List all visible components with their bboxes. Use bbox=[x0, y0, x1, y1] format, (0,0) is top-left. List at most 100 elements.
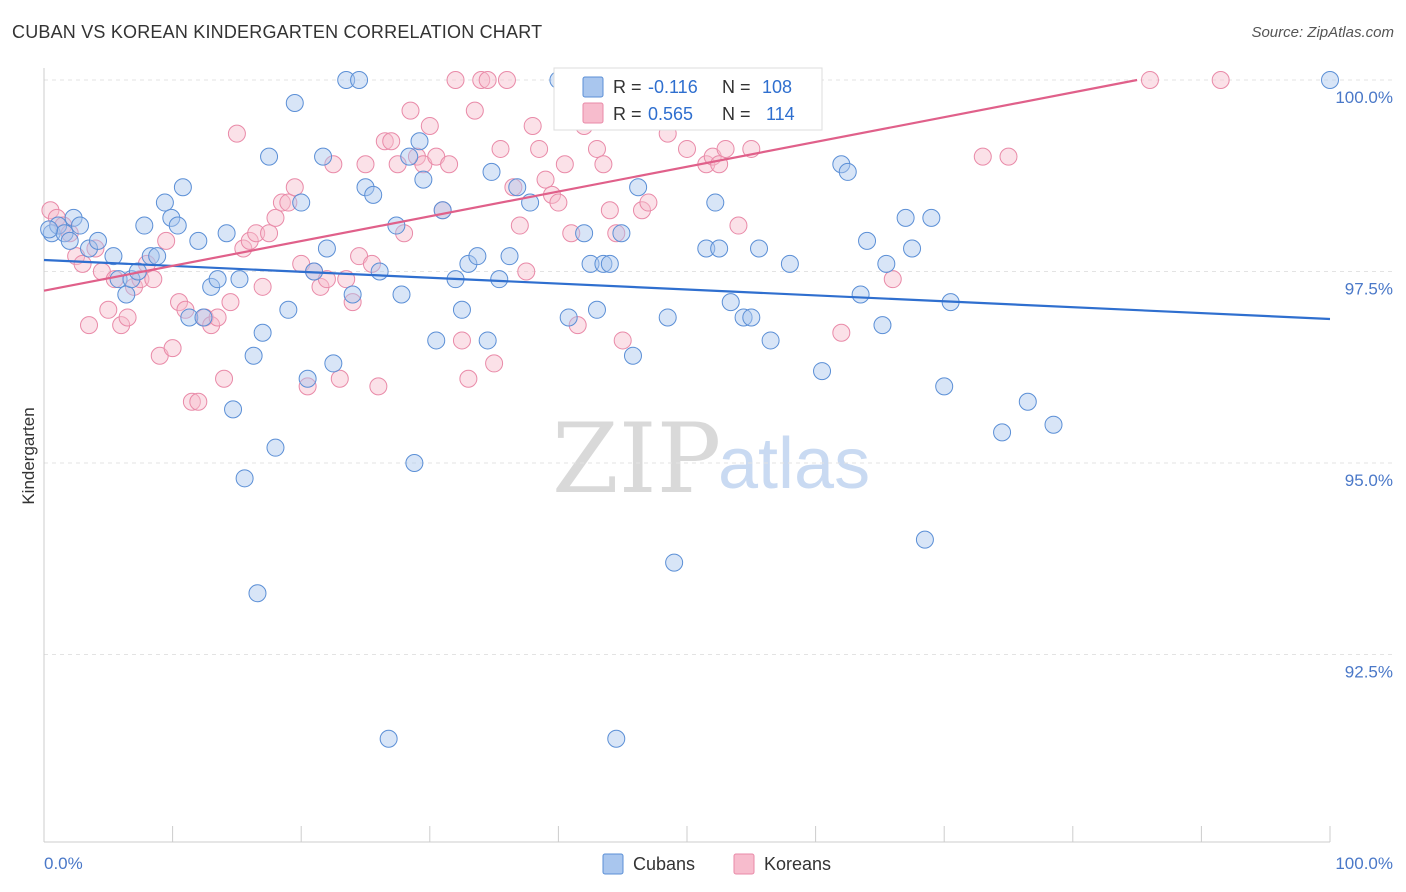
korean-point bbox=[311, 277, 330, 296]
korean-point bbox=[587, 139, 606, 158]
cuban-point bbox=[1018, 392, 1037, 411]
korean-point bbox=[472, 71, 491, 89]
cuban-point bbox=[350, 71, 369, 89]
cuban-point bbox=[575, 224, 594, 243]
cuban-point bbox=[64, 208, 83, 227]
cuban-point bbox=[253, 323, 272, 342]
korean-point bbox=[562, 224, 581, 243]
cuban-point bbox=[285, 93, 304, 112]
cuban-point bbox=[600, 254, 619, 273]
series-legend: Cubans Koreans bbox=[602, 853, 831, 875]
cuban-point bbox=[162, 208, 181, 227]
cuban-point bbox=[314, 147, 333, 166]
koreans-trend-line bbox=[43, 78, 1138, 292]
korean-point bbox=[247, 224, 266, 243]
korean-point bbox=[497, 71, 516, 89]
cuban-point bbox=[721, 293, 740, 312]
cuban-point bbox=[838, 162, 857, 181]
korean-point bbox=[189, 392, 208, 411]
cuban-point bbox=[379, 729, 398, 748]
korean-point bbox=[253, 277, 272, 296]
korean-point bbox=[182, 392, 201, 411]
cuban-point bbox=[761, 331, 780, 350]
korean-point bbox=[99, 300, 118, 319]
koreans-n-value: 114 bbox=[766, 104, 795, 124]
korean-point bbox=[260, 224, 279, 243]
cuban-point bbox=[697, 239, 716, 258]
korean-point bbox=[420, 116, 439, 135]
y-tick-labels: 92.5% 95.0% 97.5% 100.0% bbox=[1335, 88, 1393, 682]
korean-point bbox=[382, 132, 401, 151]
korean-point bbox=[600, 201, 619, 220]
korean-point bbox=[227, 124, 246, 143]
koreans-r-label: R = bbox=[613, 104, 642, 124]
cuban-point bbox=[392, 285, 411, 304]
cuban-point bbox=[248, 584, 267, 603]
x-tick-label-max: 100.0% bbox=[1335, 854, 1393, 873]
cuban-point bbox=[665, 553, 684, 572]
cubans-r-label: R = bbox=[613, 77, 642, 97]
cuban-point bbox=[452, 300, 471, 319]
legend-cubans-swatch bbox=[602, 853, 624, 875]
cuban-point bbox=[903, 239, 922, 258]
cuban-point bbox=[364, 185, 383, 204]
cuban-point bbox=[217, 224, 236, 243]
korean-point bbox=[639, 193, 658, 212]
korean-point bbox=[478, 71, 497, 89]
cuban-point bbox=[202, 277, 221, 296]
cuban-point bbox=[168, 216, 187, 235]
cuban-point bbox=[317, 239, 336, 258]
cubans-r-value: -0.116 bbox=[648, 77, 698, 97]
korean-point bbox=[144, 270, 163, 289]
cuban-point bbox=[742, 308, 761, 327]
cuban-point bbox=[482, 162, 501, 181]
cuban-point bbox=[60, 231, 79, 250]
korean-point bbox=[330, 369, 349, 388]
cuban-point bbox=[896, 208, 915, 227]
korean-point bbox=[716, 139, 735, 158]
korean-point bbox=[369, 377, 388, 396]
cuban-point bbox=[710, 239, 729, 258]
cuban-point bbox=[387, 216, 406, 235]
legend-koreans-swatch bbox=[733, 853, 755, 875]
korean-point bbox=[555, 155, 574, 174]
cubans-trend-line bbox=[43, 258, 1331, 321]
cuban-point bbox=[612, 224, 631, 243]
korean-point bbox=[465, 101, 484, 120]
watermark-atlas: atlas bbox=[718, 424, 870, 504]
korean-point bbox=[729, 216, 748, 235]
cuban-point bbox=[324, 354, 343, 373]
cuban-point bbox=[993, 423, 1012, 442]
cuban-point bbox=[877, 254, 896, 273]
cuban-point bbox=[490, 270, 509, 289]
korean-point bbox=[459, 369, 478, 388]
cuban-point bbox=[873, 316, 892, 335]
korean-point bbox=[504, 178, 523, 197]
cuban-point bbox=[858, 231, 877, 250]
cuban-point bbox=[459, 254, 478, 273]
cuban-point bbox=[607, 729, 626, 748]
cuban-point bbox=[414, 170, 433, 189]
korean-point bbox=[401, 101, 420, 120]
x-axis-ticks bbox=[43, 826, 1331, 842]
cuban-point bbox=[337, 71, 356, 89]
x-tick-labels: 0.0% 100.0% bbox=[44, 854, 1393, 873]
cuban-point bbox=[433, 201, 452, 220]
cuban-point bbox=[343, 285, 362, 304]
korean-point bbox=[356, 155, 375, 174]
series-koreans bbox=[41, 71, 1230, 411]
cuban-point bbox=[623, 346, 642, 365]
korean-point bbox=[375, 132, 394, 151]
cuban-point bbox=[104, 247, 123, 266]
korean-point bbox=[407, 147, 426, 166]
cuban-point bbox=[405, 454, 424, 472]
cuban-point bbox=[292, 193, 311, 212]
watermark: ZIP atlas bbox=[552, 403, 870, 515]
stats-legend: R = -0.116 N = 108 R = 0.565 N = 114 bbox=[553, 67, 823, 131]
korean-point bbox=[285, 178, 304, 197]
cuban-point bbox=[922, 208, 941, 227]
cuban-point bbox=[780, 254, 799, 273]
korean-point bbox=[215, 369, 234, 388]
y-tick-label: 97.5% bbox=[1345, 280, 1393, 299]
